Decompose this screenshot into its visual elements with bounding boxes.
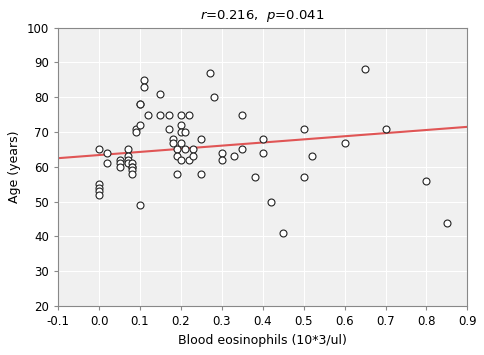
Point <box>177 140 184 145</box>
Point <box>422 178 429 184</box>
Point <box>299 174 307 180</box>
Point <box>165 126 172 131</box>
Point <box>115 164 123 170</box>
Point <box>279 230 287 236</box>
Point <box>95 192 103 197</box>
Point <box>340 140 348 145</box>
Point <box>132 126 139 131</box>
Point <box>103 150 111 156</box>
Point <box>442 220 450 225</box>
Point <box>95 185 103 191</box>
Point <box>168 140 176 145</box>
Point <box>185 157 193 163</box>
Y-axis label: Age (years): Age (years) <box>8 131 21 203</box>
Point <box>123 157 131 163</box>
Point <box>238 147 246 152</box>
Point <box>250 174 258 180</box>
Point <box>136 202 144 208</box>
Point <box>136 102 144 107</box>
Point <box>173 147 181 152</box>
Point <box>189 147 197 152</box>
Point <box>132 129 139 135</box>
Point <box>95 189 103 194</box>
Point <box>197 136 205 142</box>
Point <box>103 160 111 166</box>
Point <box>258 136 266 142</box>
Point <box>181 129 188 135</box>
Point <box>156 91 164 97</box>
Point <box>140 84 148 90</box>
Point <box>173 154 181 159</box>
Point <box>128 164 136 170</box>
Point <box>217 150 225 156</box>
Point <box>165 112 172 118</box>
Point <box>258 150 266 156</box>
Point <box>128 164 136 170</box>
Point <box>189 154 197 159</box>
Point <box>128 168 136 173</box>
X-axis label: Blood eosinophils (10*3/ul): Blood eosinophils (10*3/ul) <box>178 334 347 347</box>
Point <box>156 112 164 118</box>
Point <box>177 112 184 118</box>
Point <box>185 112 193 118</box>
Point <box>123 147 131 152</box>
Point <box>136 122 144 128</box>
Point <box>181 147 188 152</box>
Point <box>115 160 123 166</box>
Point <box>128 160 136 166</box>
Point <box>230 154 238 159</box>
Point <box>144 112 152 118</box>
Point <box>267 199 274 204</box>
Point <box>136 102 144 107</box>
Point <box>140 77 148 83</box>
Point <box>205 70 213 76</box>
Point <box>177 129 184 135</box>
Point <box>173 171 181 177</box>
Point <box>177 122 184 128</box>
Point <box>95 181 103 187</box>
Point <box>381 126 389 131</box>
Point <box>210 94 217 100</box>
Point <box>299 126 307 131</box>
Point <box>95 147 103 152</box>
Point <box>123 160 131 166</box>
Point <box>307 154 315 159</box>
Point <box>168 136 176 142</box>
Point <box>115 157 123 163</box>
Point <box>123 154 131 159</box>
Point <box>128 171 136 177</box>
Point <box>197 171 205 177</box>
Point <box>238 112 246 118</box>
Point <box>217 157 225 163</box>
Title: $\it{r}$=0.216,  $\it{p}$=0.041: $\it{r}$=0.216, $\it{p}$=0.041 <box>200 8 324 24</box>
Point <box>177 157 184 163</box>
Point <box>361 67 368 72</box>
